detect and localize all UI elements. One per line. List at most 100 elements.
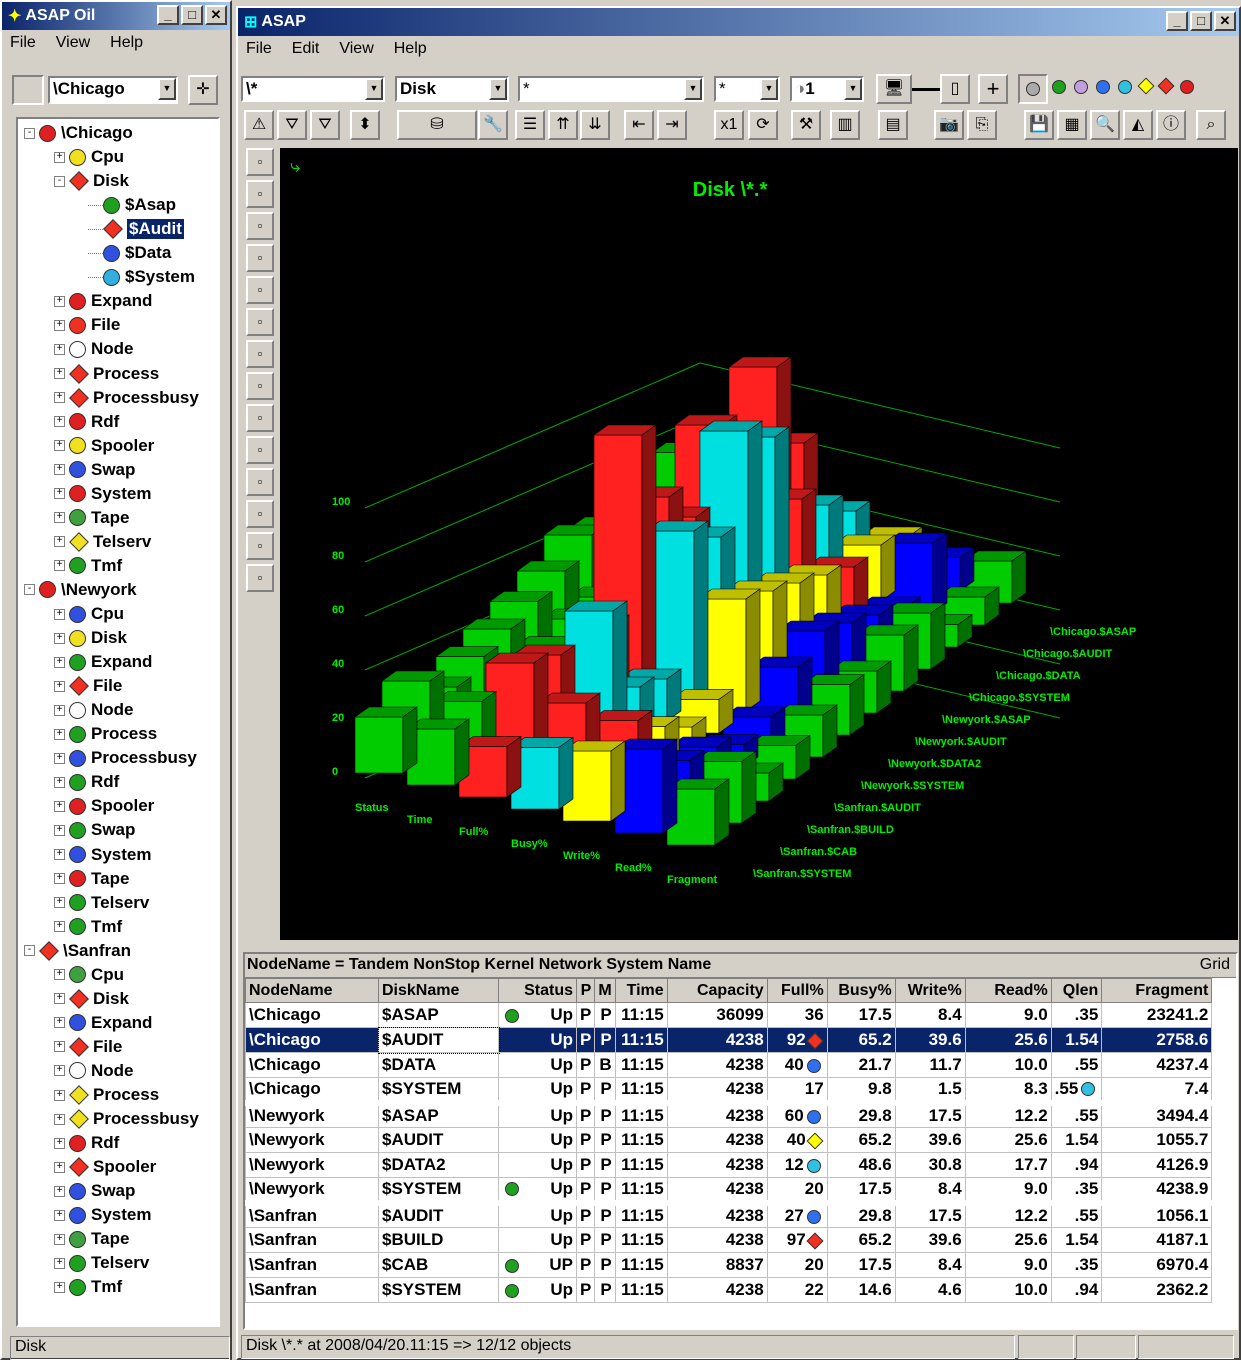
- red-diamond-icon[interactable]: [1157, 77, 1175, 95]
- chevron-down-icon[interactable]: ▼: [844, 78, 862, 100]
- process-icon[interactable]: ▫: [246, 308, 274, 336]
- tree-node[interactable]: + Cpu: [54, 602, 124, 626]
- expand-icon[interactable]: +: [54, 512, 65, 524]
- expand-icon[interactable]: +: [54, 656, 65, 668]
- tree-node[interactable]: + System: [54, 843, 151, 867]
- grid-table[interactable]: NodeName DiskName Status P M Time Capacity Full…: [245, 978, 1213, 1303]
- collapse-icon[interactable]: -: [54, 175, 65, 187]
- table-row[interactable]: \Newyork $AUDIT Up P P 11:15 4238 40 65.…: [245, 1127, 1213, 1153]
- cyan-circle-icon[interactable]: [1118, 80, 1132, 94]
- menu-file[interactable]: File: [246, 40, 272, 57]
- expand-icon[interactable]: +: [54, 392, 65, 404]
- expand-icon[interactable]: +: [54, 416, 65, 428]
- table-row[interactable]: \Sanfran $BUILD Up P P 11:15 4238 97 65.…: [245, 1227, 1213, 1253]
- expand-icon[interactable]: +: [54, 873, 65, 885]
- save-icon[interactable]: 💾: [1024, 110, 1054, 140]
- column-header[interactable]: Fragment: [1101, 978, 1213, 1003]
- tree-node[interactable]: + Disk: [54, 626, 127, 650]
- table-row[interactable]: \Chicago $SYSTEM Up P P 11:15 4238 17 9.…: [245, 1077, 1213, 1103]
- expand-icon[interactable]: +: [54, 440, 65, 452]
- column-header[interactable]: NodeName: [245, 978, 379, 1003]
- level-combo[interactable]: ◑1 ▼: [790, 76, 864, 102]
- node-combo[interactable]: \Chicago ▼: [48, 76, 178, 104]
- tree-node[interactable]: + Process: [54, 362, 159, 386]
- column-header[interactable]: Busy%: [826, 978, 896, 1003]
- expand-icon[interactable]: +: [54, 849, 65, 860]
- tree-node[interactable]: + Cpu: [54, 145, 124, 169]
- tree-node[interactable]: + Rdf: [54, 1131, 119, 1155]
- data-grid[interactable]: NodeName = Tandem NonStop Kernel Network…: [243, 952, 1238, 1330]
- tree-node[interactable]: + Node: [54, 1059, 134, 1083]
- minimize-button[interactable]: _: [1166, 11, 1188, 31]
- export-icon[interactable]: ⎘: [967, 110, 997, 140]
- table-row[interactable]: \Newyork $SYSTEM Up P P 11:15 4238 20 17…: [245, 1177, 1213, 1203]
- expand-icon[interactable]: +: [54, 151, 65, 163]
- expand-icon[interactable]: +: [54, 608, 65, 620]
- document-icon[interactable]: ▫: [246, 244, 274, 272]
- disk-icon[interactable]: ▫: [246, 180, 274, 208]
- refresh-icon[interactable]: ⟳: [748, 110, 778, 140]
- menu-help[interactable]: Help: [110, 34, 144, 51]
- expand-icon[interactable]: +: [54, 343, 65, 355]
- expand-icon[interactable]: +: [54, 680, 65, 692]
- expand-icon[interactable]: +: [54, 1281, 65, 1293]
- tree-node[interactable]: + Process: [54, 1083, 159, 1107]
- table-row[interactable]: \Chicago $ASAP Up P P 11:15 36099 36 17.…: [245, 1002, 1213, 1028]
- menu-file[interactable]: File: [10, 34, 36, 51]
- expand-icon[interactable]: +: [54, 800, 65, 812]
- tree-node[interactable]: + Tape: [54, 867, 129, 891]
- table-row[interactable]: \Sanfran $AUDIT Up P P 11:15 4238 27 29.…: [245, 1199, 1213, 1228]
- crosshair-button[interactable]: ✛: [188, 75, 218, 105]
- printer-icon[interactable]: ▫: [246, 404, 274, 432]
- blue-circle-icon[interactable]: [1096, 80, 1110, 94]
- column-header[interactable]: Full%: [766, 978, 828, 1003]
- tree-node[interactable]: + Tmf: [54, 1275, 122, 1299]
- collapse-icon[interactable]: -: [24, 127, 35, 139]
- lightning-icon[interactable]: ▫: [246, 212, 274, 240]
- collapse-icon[interactable]: -: [24, 584, 35, 596]
- tree-node[interactable]: + Cpu: [54, 963, 124, 987]
- tree-node[interactable]: + Spooler: [54, 1155, 156, 1179]
- yellow-diamond-icon[interactable]: [1137, 77, 1155, 95]
- slider-track[interactable]: [912, 88, 942, 91]
- status-filter-icons[interactable]: [1052, 77, 1194, 95]
- tree-node[interactable]: + File: [54, 313, 120, 337]
- expand-icon[interactable]: +: [54, 1185, 65, 1197]
- expand-icon[interactable]: +: [54, 1161, 65, 1173]
- expand-icon[interactable]: +: [54, 897, 65, 909]
- expand-icon[interactable]: +: [54, 1089, 65, 1101]
- tree-node[interactable]: + System: [54, 482, 151, 506]
- tree-node[interactable]: + Disk: [54, 987, 129, 1011]
- tree-node[interactable]: + System: [54, 1203, 151, 1227]
- tree-node[interactable]: + Node: [54, 337, 134, 361]
- tree-node[interactable]: + File: [54, 674, 122, 698]
- menu-help[interactable]: Help: [393, 40, 427, 57]
- crosshair-button[interactable]: +: [978, 74, 1008, 104]
- chevron-down-icon[interactable]: ▼: [760, 78, 778, 100]
- alert-filter-icon[interactable]: ◭: [1123, 110, 1153, 140]
- tree-node[interactable]: - \Chicago: [24, 121, 133, 145]
- server-icon[interactable]: ▫: [246, 436, 274, 464]
- column-header[interactable]: Time: [614, 978, 668, 1003]
- entity-combo[interactable]: Disk ▼: [395, 76, 509, 102]
- table-row[interactable]: \Chicago $AUDIT Up P P 11:15 4238 92 65.…: [245, 1026, 1213, 1054]
- column-header[interactable]: Write%: [894, 978, 966, 1003]
- expand-icon[interactable]: +: [54, 1113, 65, 1125]
- node-filter-combo[interactable]: \* ▼: [241, 76, 385, 102]
- hammer-icon[interactable]: ⚒: [791, 110, 821, 140]
- properties-icon[interactable]: ▤: [878, 110, 908, 140]
- column-header[interactable]: M: [594, 978, 616, 1003]
- database-icon[interactable]: ▫: [246, 372, 274, 400]
- maximize-button[interactable]: □: [181, 5, 203, 25]
- expand-icon[interactable]: +: [54, 921, 65, 933]
- tree-node[interactable]: + Swap: [54, 1179, 135, 1203]
- tree-node[interactable]: + Tape: [54, 1227, 129, 1251]
- status-filter-gray-icon[interactable]: [1018, 74, 1048, 104]
- table-row[interactable]: \Newyork $ASAP Up P P 11:15 4238 60 29.8…: [245, 1099, 1213, 1128]
- sort-asc-icon[interactable]: ⇈: [548, 110, 578, 140]
- indent-icon[interactable]: ⇤: [624, 110, 654, 140]
- chevron-down-icon[interactable]: ▼: [489, 78, 507, 100]
- tree-node[interactable]: $Asap: [88, 193, 176, 217]
- column-header[interactable]: Status: [498, 978, 577, 1003]
- tree-node[interactable]: - Disk: [54, 169, 129, 193]
